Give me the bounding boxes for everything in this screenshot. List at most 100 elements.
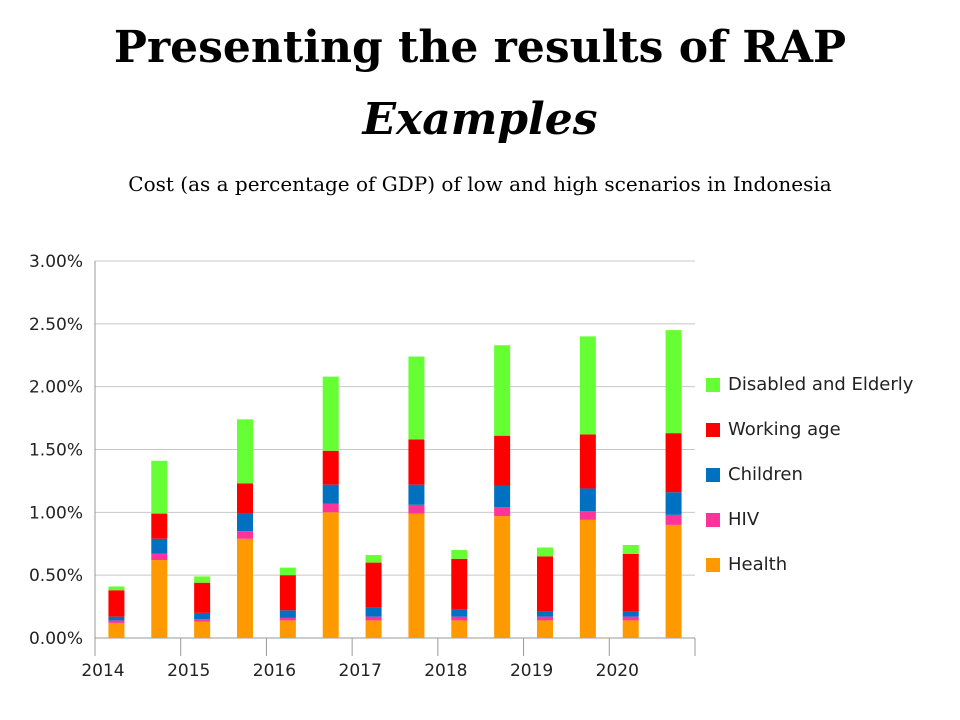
legend-label: HIV bbox=[728, 509, 760, 530]
bar-segment-hiv bbox=[579, 511, 596, 520]
bar-segment-working-age bbox=[451, 558, 468, 610]
slide-title: Presenting the results of RAP bbox=[113, 22, 847, 73]
bar-segment-hiv bbox=[322, 503, 339, 513]
bar-segment-working-age bbox=[494, 435, 511, 486]
x-tick-label: 2017 bbox=[339, 661, 382, 681]
bar-segment-hiv bbox=[108, 620, 125, 623]
slide-title-italic: Examples bbox=[362, 94, 598, 145]
x-tick-label: 2018 bbox=[424, 661, 467, 681]
bar-segment-disabled-and-elderly bbox=[279, 567, 296, 576]
legend-swatch bbox=[706, 512, 720, 527]
bar-segment-working-age bbox=[194, 582, 211, 613]
bar-segment-hiv bbox=[451, 616, 468, 621]
bar-segment-disabled-and-elderly bbox=[579, 336, 596, 435]
bar-segment-children bbox=[365, 607, 382, 617]
legend-item: Working age bbox=[706, 407, 956, 452]
bar-segment-working-age bbox=[322, 450, 339, 485]
bar-segment-health bbox=[151, 560, 168, 638]
legend-item: Disabled and Elderly bbox=[706, 362, 956, 407]
legend-item: Health bbox=[706, 542, 956, 587]
chart-subtitle: Cost (as a percentage of GDP) of low and… bbox=[128, 172, 832, 196]
bar-segment-health bbox=[108, 622, 125, 638]
y-tick-label: 1.50% bbox=[29, 441, 83, 461]
bar-segment-health bbox=[451, 620, 468, 638]
y-tick-label: 2.50% bbox=[29, 315, 83, 335]
y-tick-label: 2.00% bbox=[29, 378, 83, 398]
x-tick-label: 2019 bbox=[510, 661, 553, 681]
bar-segment-disabled-and-elderly bbox=[665, 330, 682, 434]
bar-segment-children bbox=[237, 513, 253, 532]
bar-segment-health bbox=[622, 620, 639, 638]
bar-segment-children bbox=[194, 612, 211, 620]
x-tick-label: 2020 bbox=[596, 661, 639, 681]
bar-segment-children bbox=[279, 610, 296, 618]
bar-segment-hiv bbox=[537, 616, 553, 621]
bar-segment-disabled-and-elderly bbox=[622, 545, 639, 554]
x-tick-label: 2014 bbox=[81, 661, 124, 681]
bar-segment-working-age bbox=[151, 513, 168, 539]
bar-segment-children bbox=[151, 538, 168, 554]
legend-label: Children bbox=[728, 464, 803, 485]
bar-segment-children bbox=[494, 485, 511, 508]
bar-segment-hiv bbox=[622, 616, 639, 621]
bar-segment-health bbox=[194, 621, 211, 638]
x-tick-label: 2016 bbox=[253, 661, 296, 681]
bar-segment-hiv bbox=[194, 619, 211, 622]
bar-segment-disabled-and-elderly bbox=[237, 419, 253, 484]
bar-segment-disabled-and-elderly bbox=[537, 547, 553, 557]
bar-segment-children bbox=[408, 484, 425, 505]
bar-segment-disabled-and-elderly bbox=[151, 460, 168, 514]
bar-segment-health bbox=[579, 519, 596, 638]
bar-segment-children bbox=[322, 484, 339, 504]
bar-segment-working-age bbox=[537, 556, 553, 612]
bar-segment-health bbox=[365, 620, 382, 638]
bar-segment-hiv bbox=[494, 507, 511, 517]
bar-segment-disabled-and-elderly bbox=[365, 555, 382, 563]
chart-legend: Disabled and Elderly Working age Children H… bbox=[706, 362, 956, 587]
bar-segment-disabled-and-elderly bbox=[408, 356, 425, 440]
bar-segment-disabled-and-elderly bbox=[322, 376, 339, 451]
bar-segment-hiv bbox=[365, 616, 382, 621]
legend-label: Disabled and Elderly bbox=[728, 374, 914, 395]
bar-segment-working-age bbox=[365, 562, 382, 608]
legend-swatch bbox=[706, 557, 720, 572]
bar-segment-working-age bbox=[237, 483, 253, 514]
bar-segment-health bbox=[665, 524, 682, 638]
bar-segment-children bbox=[665, 492, 682, 515]
bar-segment-hiv bbox=[665, 514, 682, 525]
legend-label: Working age bbox=[728, 419, 841, 440]
bar-segment-working-age bbox=[108, 590, 125, 617]
legend-item: HIV bbox=[706, 497, 956, 542]
bar-segment-children bbox=[622, 611, 639, 617]
legend-swatch bbox=[706, 467, 720, 482]
bar-segment-hiv bbox=[408, 504, 425, 514]
bar-segment-health bbox=[408, 513, 425, 638]
bar-segment-hiv bbox=[279, 617, 296, 621]
y-tick-label: 0.00% bbox=[29, 629, 83, 649]
bar-segment-disabled-and-elderly bbox=[194, 576, 211, 583]
legend-label: Health bbox=[728, 554, 788, 575]
y-tick-label: 0.50% bbox=[29, 566, 83, 586]
bar-segment-health bbox=[494, 516, 511, 638]
bar-segment-hiv bbox=[151, 553, 168, 561]
legend-item: Children bbox=[706, 452, 956, 497]
bar-segment-children bbox=[451, 609, 468, 617]
bar-segment-working-age bbox=[622, 553, 639, 612]
bar-segment-disabled-and-elderly bbox=[451, 550, 468, 559]
bar-segment-hiv bbox=[237, 531, 253, 539]
y-tick-label: 3.00% bbox=[29, 252, 83, 272]
y-tick-label: 1.00% bbox=[29, 503, 83, 523]
bar-segment-disabled-and-elderly bbox=[108, 586, 125, 591]
bar-segment-health bbox=[237, 538, 253, 638]
bar-segment-health bbox=[322, 512, 339, 638]
bar-segment-health bbox=[279, 620, 296, 638]
bar-segment-disabled-and-elderly bbox=[494, 345, 511, 436]
bar-segment-health bbox=[537, 620, 553, 638]
bar-segment-children bbox=[579, 488, 596, 512]
bar-segment-working-age bbox=[579, 434, 596, 489]
bar-segment-working-age bbox=[665, 433, 682, 493]
bar-segment-working-age bbox=[408, 439, 425, 485]
legend-swatch bbox=[706, 422, 720, 437]
bar-segment-children bbox=[537, 611, 553, 617]
bar-segment-working-age bbox=[279, 575, 296, 611]
